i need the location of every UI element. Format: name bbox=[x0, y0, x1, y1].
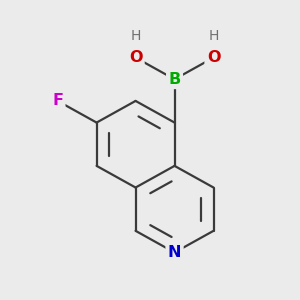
Text: O: O bbox=[207, 50, 220, 65]
Text: N: N bbox=[168, 245, 181, 260]
Text: H: H bbox=[130, 29, 141, 43]
Text: B: B bbox=[168, 72, 181, 87]
Text: O: O bbox=[129, 50, 142, 65]
Text: F: F bbox=[52, 93, 63, 108]
Text: H: H bbox=[208, 29, 219, 43]
